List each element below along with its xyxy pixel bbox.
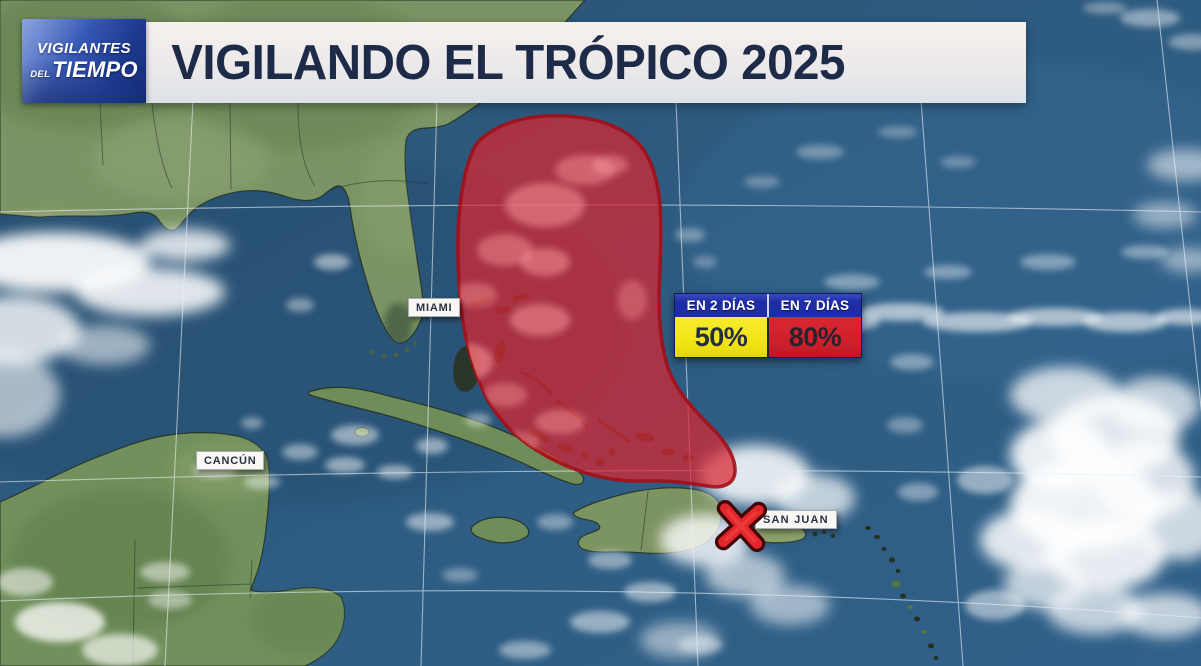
- cuba-island: [307, 386, 585, 486]
- red-x-marker-icon: [714, 499, 768, 553]
- state-borders: [99, 102, 649, 666]
- logo-text-del: DEL: [30, 68, 51, 80]
- probability-value-2-days: 50%: [675, 317, 767, 357]
- vigilantes-del-tiempo-logo: VIGILANTES DEL TIEMPO: [22, 19, 146, 103]
- title-banner: VIGILANDO EL TRÓPICO 2025: [146, 22, 1026, 103]
- city-label-cancun: CANCÚN: [196, 451, 265, 470]
- city-label-san-juan: SAN JUAN: [755, 510, 837, 529]
- probability-column-divider: [767, 294, 769, 357]
- logo-text-del-tiempo: DEL TIEMPO: [30, 57, 137, 83]
- lesser-antilles-islands: [865, 526, 939, 660]
- probability-column-7-days: EN 7 DÍAS 80%: [769, 294, 861, 357]
- city-label-miami: MIAMI: [408, 298, 461, 317]
- development-probability-panel: EN 2 DÍAS 50% EN 7 DÍAS 80%: [674, 293, 862, 358]
- florida-keys: [369, 341, 417, 359]
- logo-text-vigilantes: VIGILANTES: [36, 39, 131, 57]
- logo-text-tiempo: TIEMPO: [52, 56, 138, 82]
- page-title: VIGILANDO EL TRÓPICO 2025: [171, 35, 845, 90]
- probability-header-7-days: EN 7 DÍAS: [769, 294, 861, 317]
- virgin-islands: [812, 530, 835, 538]
- probability-header-2-days: EN 2 DÍAS: [675, 294, 767, 317]
- red-development-area: [456, 113, 737, 489]
- jamaica-island: [470, 516, 530, 544]
- probability-value-7-days: 80%: [769, 317, 861, 357]
- probability-column-2-days: EN 2 DÍAS 50%: [675, 294, 767, 357]
